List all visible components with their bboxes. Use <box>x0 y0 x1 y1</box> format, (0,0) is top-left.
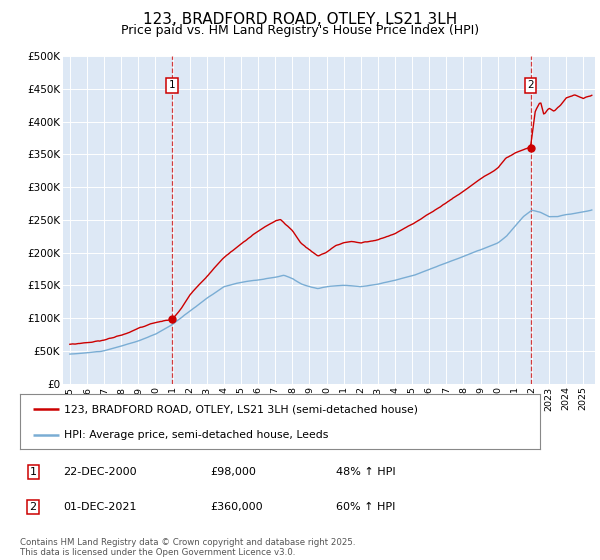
Text: Price paid vs. HM Land Registry's House Price Index (HPI): Price paid vs. HM Land Registry's House … <box>121 24 479 37</box>
Text: 60% ↑ HPI: 60% ↑ HPI <box>336 502 395 512</box>
Text: £98,000: £98,000 <box>210 466 256 477</box>
Text: 2: 2 <box>527 81 534 91</box>
Text: HPI: Average price, semi-detached house, Leeds: HPI: Average price, semi-detached house,… <box>64 431 328 440</box>
Text: 123, BRADFORD ROAD, OTLEY, LS21 3LH (semi-detached house): 123, BRADFORD ROAD, OTLEY, LS21 3LH (sem… <box>64 404 418 414</box>
Text: 48% ↑ HPI: 48% ↑ HPI <box>336 466 395 477</box>
Text: 2: 2 <box>29 502 37 512</box>
Text: 22-DEC-2000: 22-DEC-2000 <box>63 466 137 477</box>
Text: £360,000: £360,000 <box>210 502 263 512</box>
Text: 1: 1 <box>29 466 37 477</box>
Text: Contains HM Land Registry data © Crown copyright and database right 2025.
This d: Contains HM Land Registry data © Crown c… <box>20 538 355 557</box>
Text: 1: 1 <box>169 81 175 91</box>
Text: 123, BRADFORD ROAD, OTLEY, LS21 3LH: 123, BRADFORD ROAD, OTLEY, LS21 3LH <box>143 12 457 27</box>
Text: 01-DEC-2021: 01-DEC-2021 <box>63 502 137 512</box>
